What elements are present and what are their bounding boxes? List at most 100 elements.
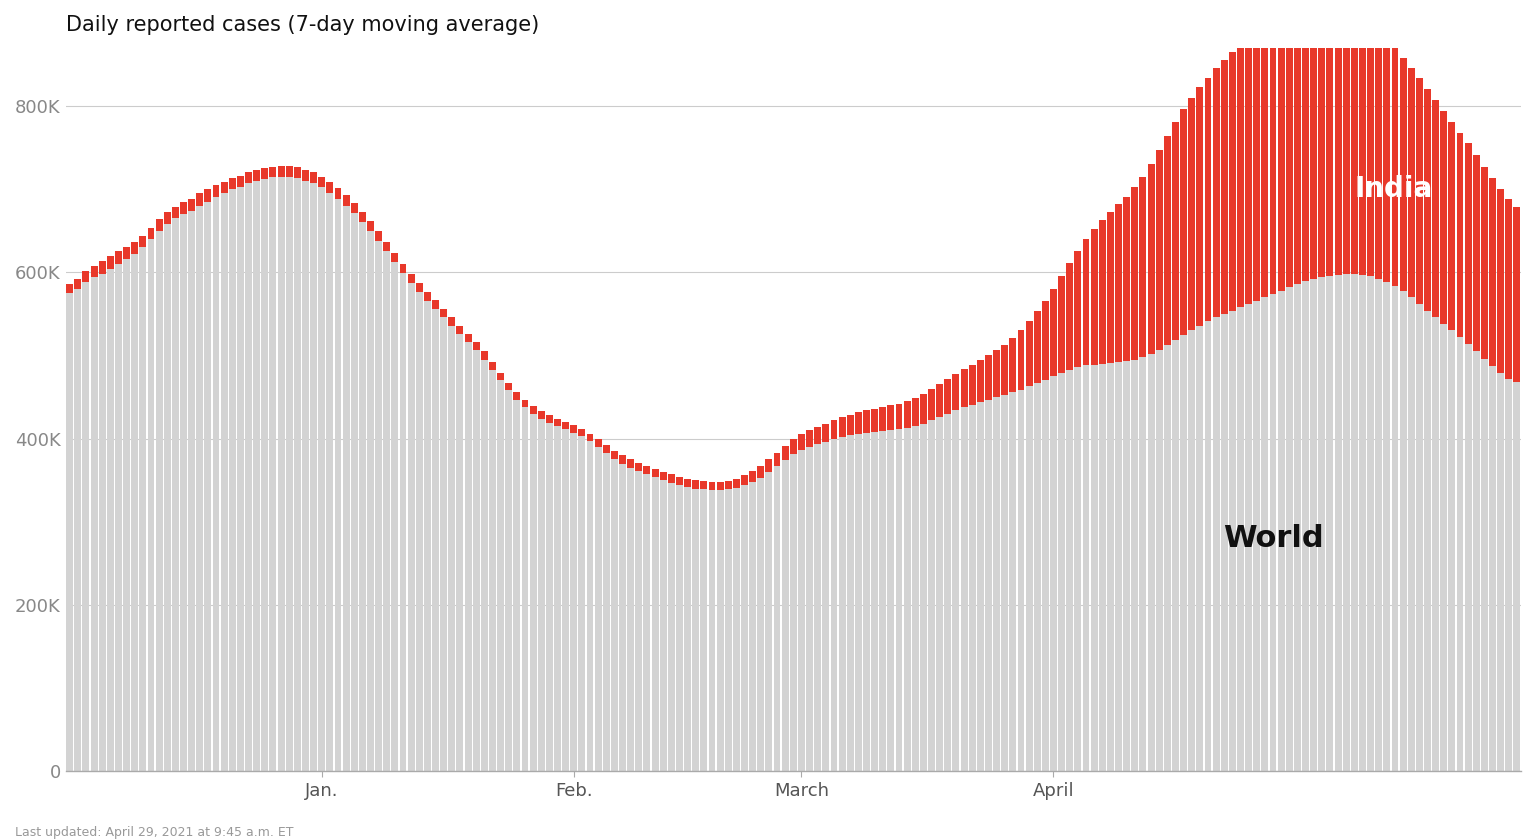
Bar	[343, 206, 350, 771]
Bar	[1375, 33, 1382, 279]
Bar	[660, 472, 667, 480]
Bar	[1221, 314, 1227, 771]
Bar	[1513, 207, 1521, 382]
Bar	[562, 429, 570, 771]
Bar	[708, 491, 716, 771]
Bar	[327, 193, 333, 771]
Bar	[994, 397, 1000, 771]
Bar	[969, 365, 975, 405]
Bar	[1473, 155, 1479, 351]
Bar	[570, 425, 578, 433]
Bar	[83, 271, 89, 282]
Bar	[725, 480, 731, 490]
Bar	[846, 435, 854, 771]
Bar	[416, 292, 422, 771]
Bar	[928, 420, 935, 771]
Bar	[318, 176, 326, 187]
Bar	[123, 259, 131, 771]
Bar	[1115, 204, 1121, 362]
Bar	[1009, 392, 1017, 771]
Bar	[1026, 386, 1032, 771]
Bar	[733, 488, 740, 771]
Bar	[1155, 150, 1163, 349]
Bar	[579, 436, 585, 771]
Bar	[822, 423, 829, 442]
Bar	[587, 441, 593, 771]
Bar	[424, 301, 432, 771]
Bar	[212, 186, 220, 197]
Bar	[806, 447, 813, 771]
Bar	[399, 273, 407, 771]
Bar	[1123, 197, 1130, 361]
Bar	[464, 342, 472, 771]
Bar	[416, 283, 422, 292]
Bar	[1204, 77, 1212, 322]
Bar	[407, 283, 415, 771]
Bar	[269, 166, 276, 177]
Bar	[1261, 24, 1269, 297]
Bar	[1017, 390, 1025, 771]
Bar	[488, 370, 496, 771]
Bar	[774, 453, 780, 466]
Bar	[1392, 49, 1398, 286]
Bar	[644, 466, 650, 475]
Bar	[717, 491, 723, 771]
Bar	[740, 486, 748, 771]
Bar	[1481, 359, 1488, 771]
Bar	[147, 239, 155, 771]
Bar	[123, 247, 131, 259]
Bar	[1001, 344, 1008, 395]
Bar	[229, 189, 235, 771]
Bar	[286, 165, 293, 176]
Bar	[1115, 362, 1121, 771]
Bar	[115, 251, 121, 264]
Bar	[717, 482, 723, 491]
Bar	[799, 434, 805, 450]
Bar	[204, 189, 212, 202]
Bar	[473, 342, 479, 350]
Bar	[229, 178, 235, 189]
Bar	[960, 369, 968, 407]
Bar	[303, 170, 309, 181]
Bar	[1246, 304, 1252, 771]
Bar	[432, 300, 439, 309]
Bar	[1212, 69, 1220, 318]
Bar	[611, 459, 617, 771]
Bar	[115, 264, 121, 771]
Bar	[1416, 78, 1422, 304]
Bar	[1034, 383, 1041, 771]
Bar	[1448, 122, 1455, 330]
Bar	[1132, 360, 1138, 771]
Bar	[740, 475, 748, 486]
Bar	[1335, 8, 1341, 275]
Bar	[757, 478, 765, 771]
Bar	[1342, 274, 1350, 771]
Bar	[1246, 38, 1252, 304]
Bar	[375, 231, 382, 240]
Bar	[180, 214, 187, 771]
Bar	[545, 423, 553, 771]
Bar	[1189, 97, 1195, 330]
Bar	[1505, 199, 1513, 379]
Bar	[359, 222, 366, 771]
Bar	[1001, 395, 1008, 771]
Bar	[473, 350, 479, 771]
Bar	[879, 431, 886, 771]
Bar	[602, 445, 610, 453]
Bar	[937, 384, 943, 417]
Bar	[1017, 330, 1025, 390]
Bar	[1051, 376, 1057, 771]
Bar	[888, 430, 894, 771]
Bar	[1180, 335, 1187, 771]
Bar	[1132, 187, 1138, 360]
Bar	[197, 193, 203, 206]
Bar	[912, 426, 919, 771]
Bar	[1164, 345, 1170, 771]
Bar	[1172, 122, 1180, 340]
Bar	[782, 460, 788, 771]
Bar	[928, 389, 935, 420]
Bar	[530, 413, 536, 771]
Bar	[1432, 100, 1439, 318]
Bar	[488, 362, 496, 370]
Bar	[1212, 318, 1220, 771]
